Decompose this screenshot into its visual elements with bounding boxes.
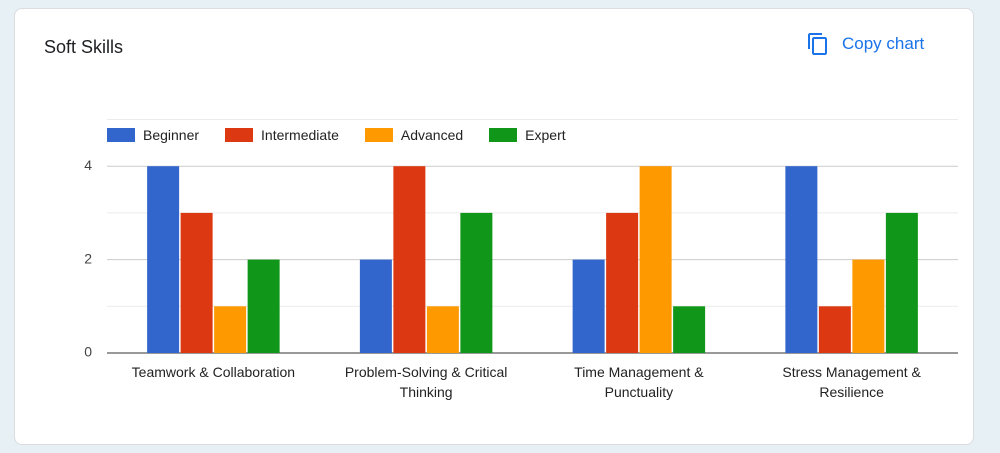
copy-icon: [808, 33, 827, 55]
legend-swatch: [489, 128, 518, 142]
bar: [572, 259, 605, 353]
y-tick-label: 2: [84, 250, 92, 266]
bar: [426, 306, 459, 353]
bar: [359, 259, 392, 353]
y-tick-label: 0: [84, 344, 92, 360]
x-tick-label: Teamwork & Collaboration: [131, 364, 296, 380]
x-tick-label: Stress Management & Resilience: [782, 364, 921, 400]
bar: [460, 212, 493, 353]
bar: [214, 306, 247, 353]
bar: [180, 212, 213, 353]
legend-item: Advanced: [364, 127, 464, 143]
legend-item: Intermediate: [225, 127, 339, 143]
bar: [247, 259, 280, 353]
bar: [852, 259, 885, 353]
x-tick-label: Time Management & Punctuality: [574, 364, 704, 400]
bar: [147, 166, 180, 353]
legend-swatch: [364, 128, 393, 142]
chart-title: Soft Skills: [44, 37, 124, 57]
bar: [639, 166, 672, 353]
legend: Beginner Intermediate Advanced Expert: [107, 127, 566, 143]
legend-item: Beginner: [107, 127, 199, 143]
legend-label: Advanced: [400, 127, 464, 143]
copy-label: Copy chart: [842, 34, 925, 53]
bar: [885, 212, 918, 353]
bar: [673, 306, 706, 353]
bar: [393, 166, 426, 353]
legend-swatch: [107, 128, 135, 142]
bar: [606, 212, 639, 353]
y-tick-label: 4: [84, 157, 92, 173]
legend-swatch: [225, 128, 254, 142]
legend-label: Beginner: [143, 127, 200, 143]
legend-label: Intermediate: [261, 127, 339, 143]
legend-item: Expert: [489, 127, 566, 143]
bar: [818, 306, 851, 353]
bar: [785, 166, 818, 353]
x-tick-label: Problem-Solving & Critical Thinking: [344, 364, 508, 400]
legend-label: Expert: [525, 127, 566, 143]
copy-chart-button[interactable]: Copy chart: [806, 32, 924, 56]
